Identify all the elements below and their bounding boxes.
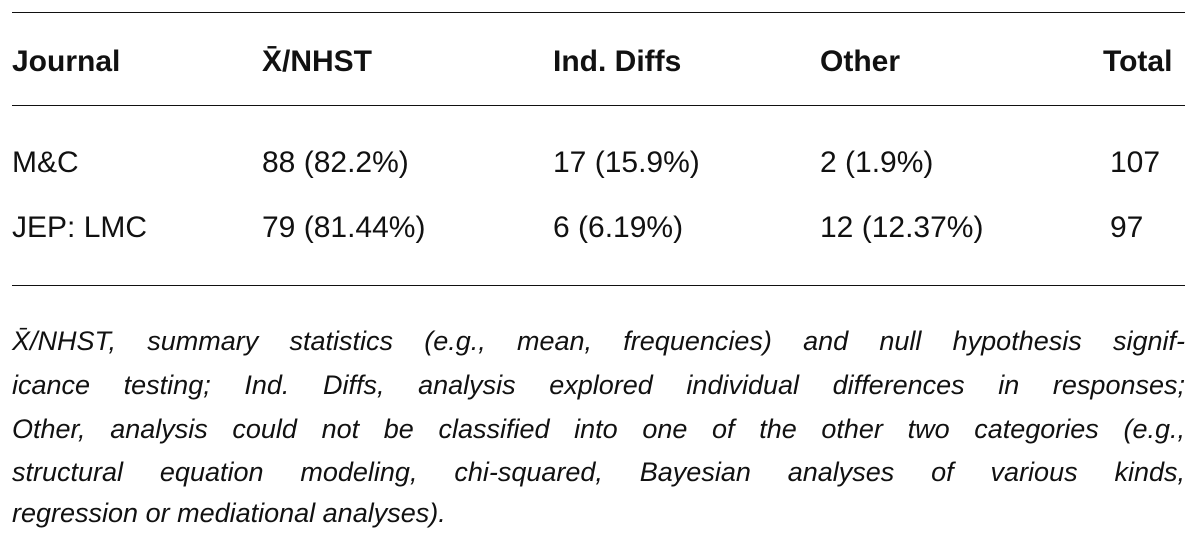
table-cell: 107 (1110, 146, 1161, 179)
header-cell: Other (820, 45, 901, 78)
table-cell: 17 (15.9%) (553, 146, 700, 179)
bottom-rule (12, 285, 1185, 286)
table-cell: 2 (1.9%) (820, 146, 934, 179)
table-cell: M&C (12, 146, 79, 179)
footnote-line: structural equation modeling, chi-square… (12, 457, 1185, 487)
header-cell: Total (1103, 45, 1173, 78)
table-cell: JEP: LMC (12, 211, 148, 244)
table-cell: 79 (81.44%) (262, 211, 426, 244)
table-cell: 6 (6.19%) (553, 211, 684, 244)
table-cell: 12 (12.37%) (820, 211, 984, 244)
footnote-line: regression or mediational analyses). (12, 498, 446, 528)
top-rule (12, 12, 1185, 13)
table-cell: 88 (82.2%) (262, 146, 409, 179)
footnote-line: icance testing; Ind. Diffs, analysis exp… (12, 370, 1185, 400)
footnote-line: Other, analysis could not be classified … (12, 414, 1185, 444)
header-cell: Journal (12, 45, 121, 78)
footnote-line: X̄/NHST, summary statistics (e.g., mean,… (12, 326, 1185, 356)
table-cell: 97 (1110, 211, 1144, 244)
header-rule (12, 105, 1185, 106)
header-cell: X̄/NHST (262, 45, 373, 78)
header-cell: Ind. Diffs (553, 45, 682, 78)
